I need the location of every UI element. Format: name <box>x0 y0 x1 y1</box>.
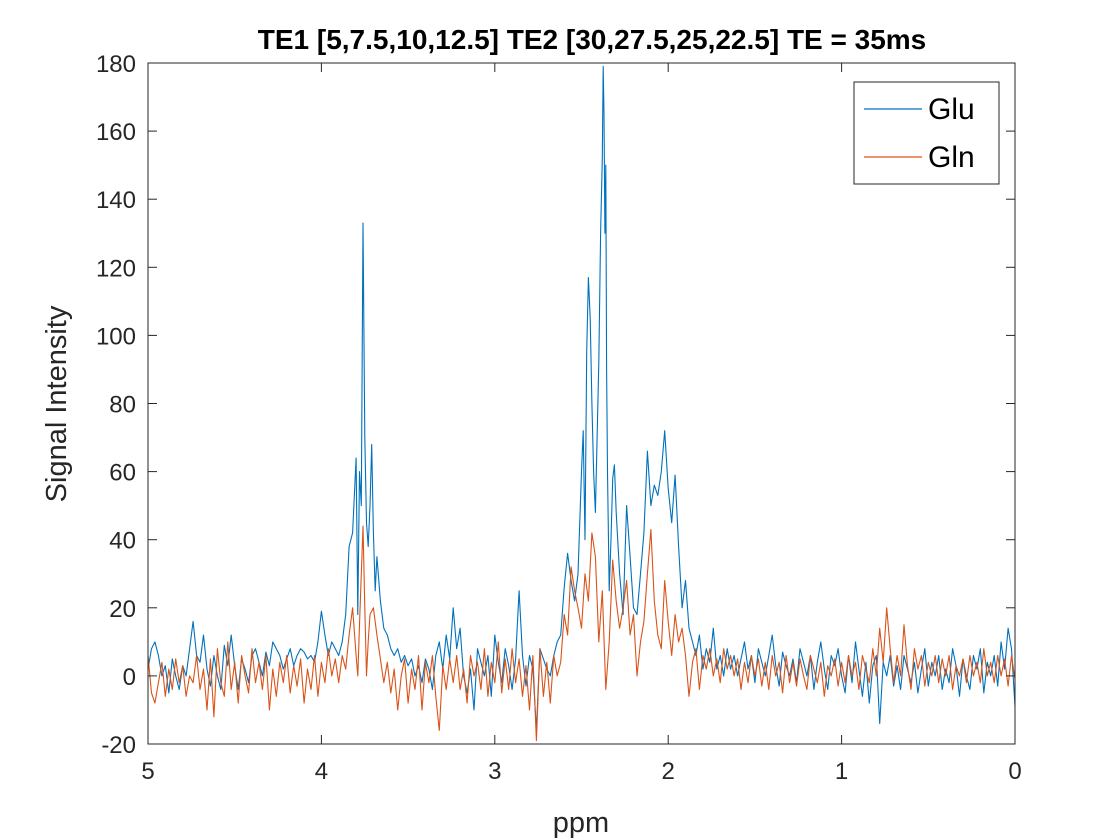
axes-box <box>147 62 1016 745</box>
y-tick-label: 160 <box>96 119 136 146</box>
x-tick-label: 1 <box>835 758 848 785</box>
x-tick-label: 2 <box>662 758 675 785</box>
y-tick-label: 140 <box>96 187 136 214</box>
y-tick-label: -20 <box>101 732 136 759</box>
x-tick-label: 5 <box>141 758 154 785</box>
x-axis: 5 4 3 2 1 0 <box>141 63 1022 785</box>
legend-label-gln: Gln <box>928 141 975 174</box>
y-tick-label: 120 <box>96 255 136 282</box>
legend-box <box>853 81 1000 185</box>
x-axis-label: ppm <box>553 807 609 839</box>
y-tick-label: 80 <box>109 392 136 419</box>
y-tick-label: 100 <box>96 323 136 350</box>
x-tick-label: 0 <box>1008 758 1021 785</box>
y-axis-label: Signal Intensity <box>41 305 73 502</box>
y-axis: -20 0 20 40 60 80 100 120 140 160 180 <box>96 51 1015 759</box>
legend: Glu Gln <box>853 81 1000 185</box>
legend-label-glu: Glu <box>928 93 975 126</box>
y-tick-label: 60 <box>109 460 136 487</box>
y-tick-label: 0 <box>123 664 136 691</box>
chart-title: TE1 [5,7.5,10,12.5] TE2 [30,27.5,25,22.5… <box>258 24 927 55</box>
series-line-gln <box>147 525 1016 742</box>
y-tick-label: 180 <box>96 51 136 78</box>
x-tick-label: 4 <box>315 758 328 785</box>
y-tick-label: 40 <box>109 528 136 555</box>
series-layer <box>147 65 1016 742</box>
y-tick-label: 20 <box>109 596 136 623</box>
series-line-glu <box>147 65 1016 731</box>
x-tick-label: 3 <box>488 758 501 785</box>
